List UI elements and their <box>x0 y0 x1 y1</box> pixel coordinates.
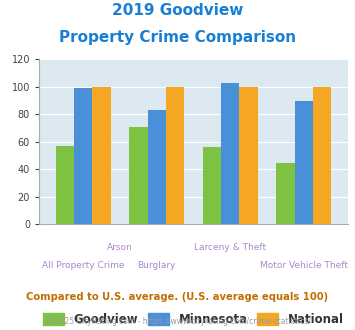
Bar <box>56 146 74 224</box>
Bar <box>295 101 313 224</box>
Text: 2019 Goodview: 2019 Goodview <box>112 3 243 18</box>
Text: Property Crime Comparison: Property Crime Comparison <box>59 30 296 45</box>
Bar <box>276 162 295 224</box>
Bar <box>166 87 184 224</box>
Bar <box>74 88 92 224</box>
Text: Compared to U.S. average. (U.S. average equals 100): Compared to U.S. average. (U.S. average … <box>26 292 329 302</box>
Bar <box>221 83 239 224</box>
Bar <box>148 110 166 224</box>
Bar <box>203 148 221 224</box>
Text: © 2025 CityRating.com - https://www.cityrating.com/crime-statistics/: © 2025 CityRating.com - https://www.city… <box>45 317 310 326</box>
Text: Motor Vehicle Theft: Motor Vehicle Theft <box>260 261 348 270</box>
Bar <box>129 127 148 224</box>
Text: Larceny & Theft: Larceny & Theft <box>194 243 266 251</box>
Text: Burglary: Burglary <box>137 261 176 270</box>
Bar <box>239 87 258 224</box>
Text: Arson: Arson <box>107 243 133 251</box>
Bar <box>313 87 331 224</box>
Bar <box>92 87 111 224</box>
Text: All Property Crime: All Property Crime <box>42 261 124 270</box>
Legend: Goodview, Minnesota, National: Goodview, Minnesota, National <box>38 308 349 330</box>
